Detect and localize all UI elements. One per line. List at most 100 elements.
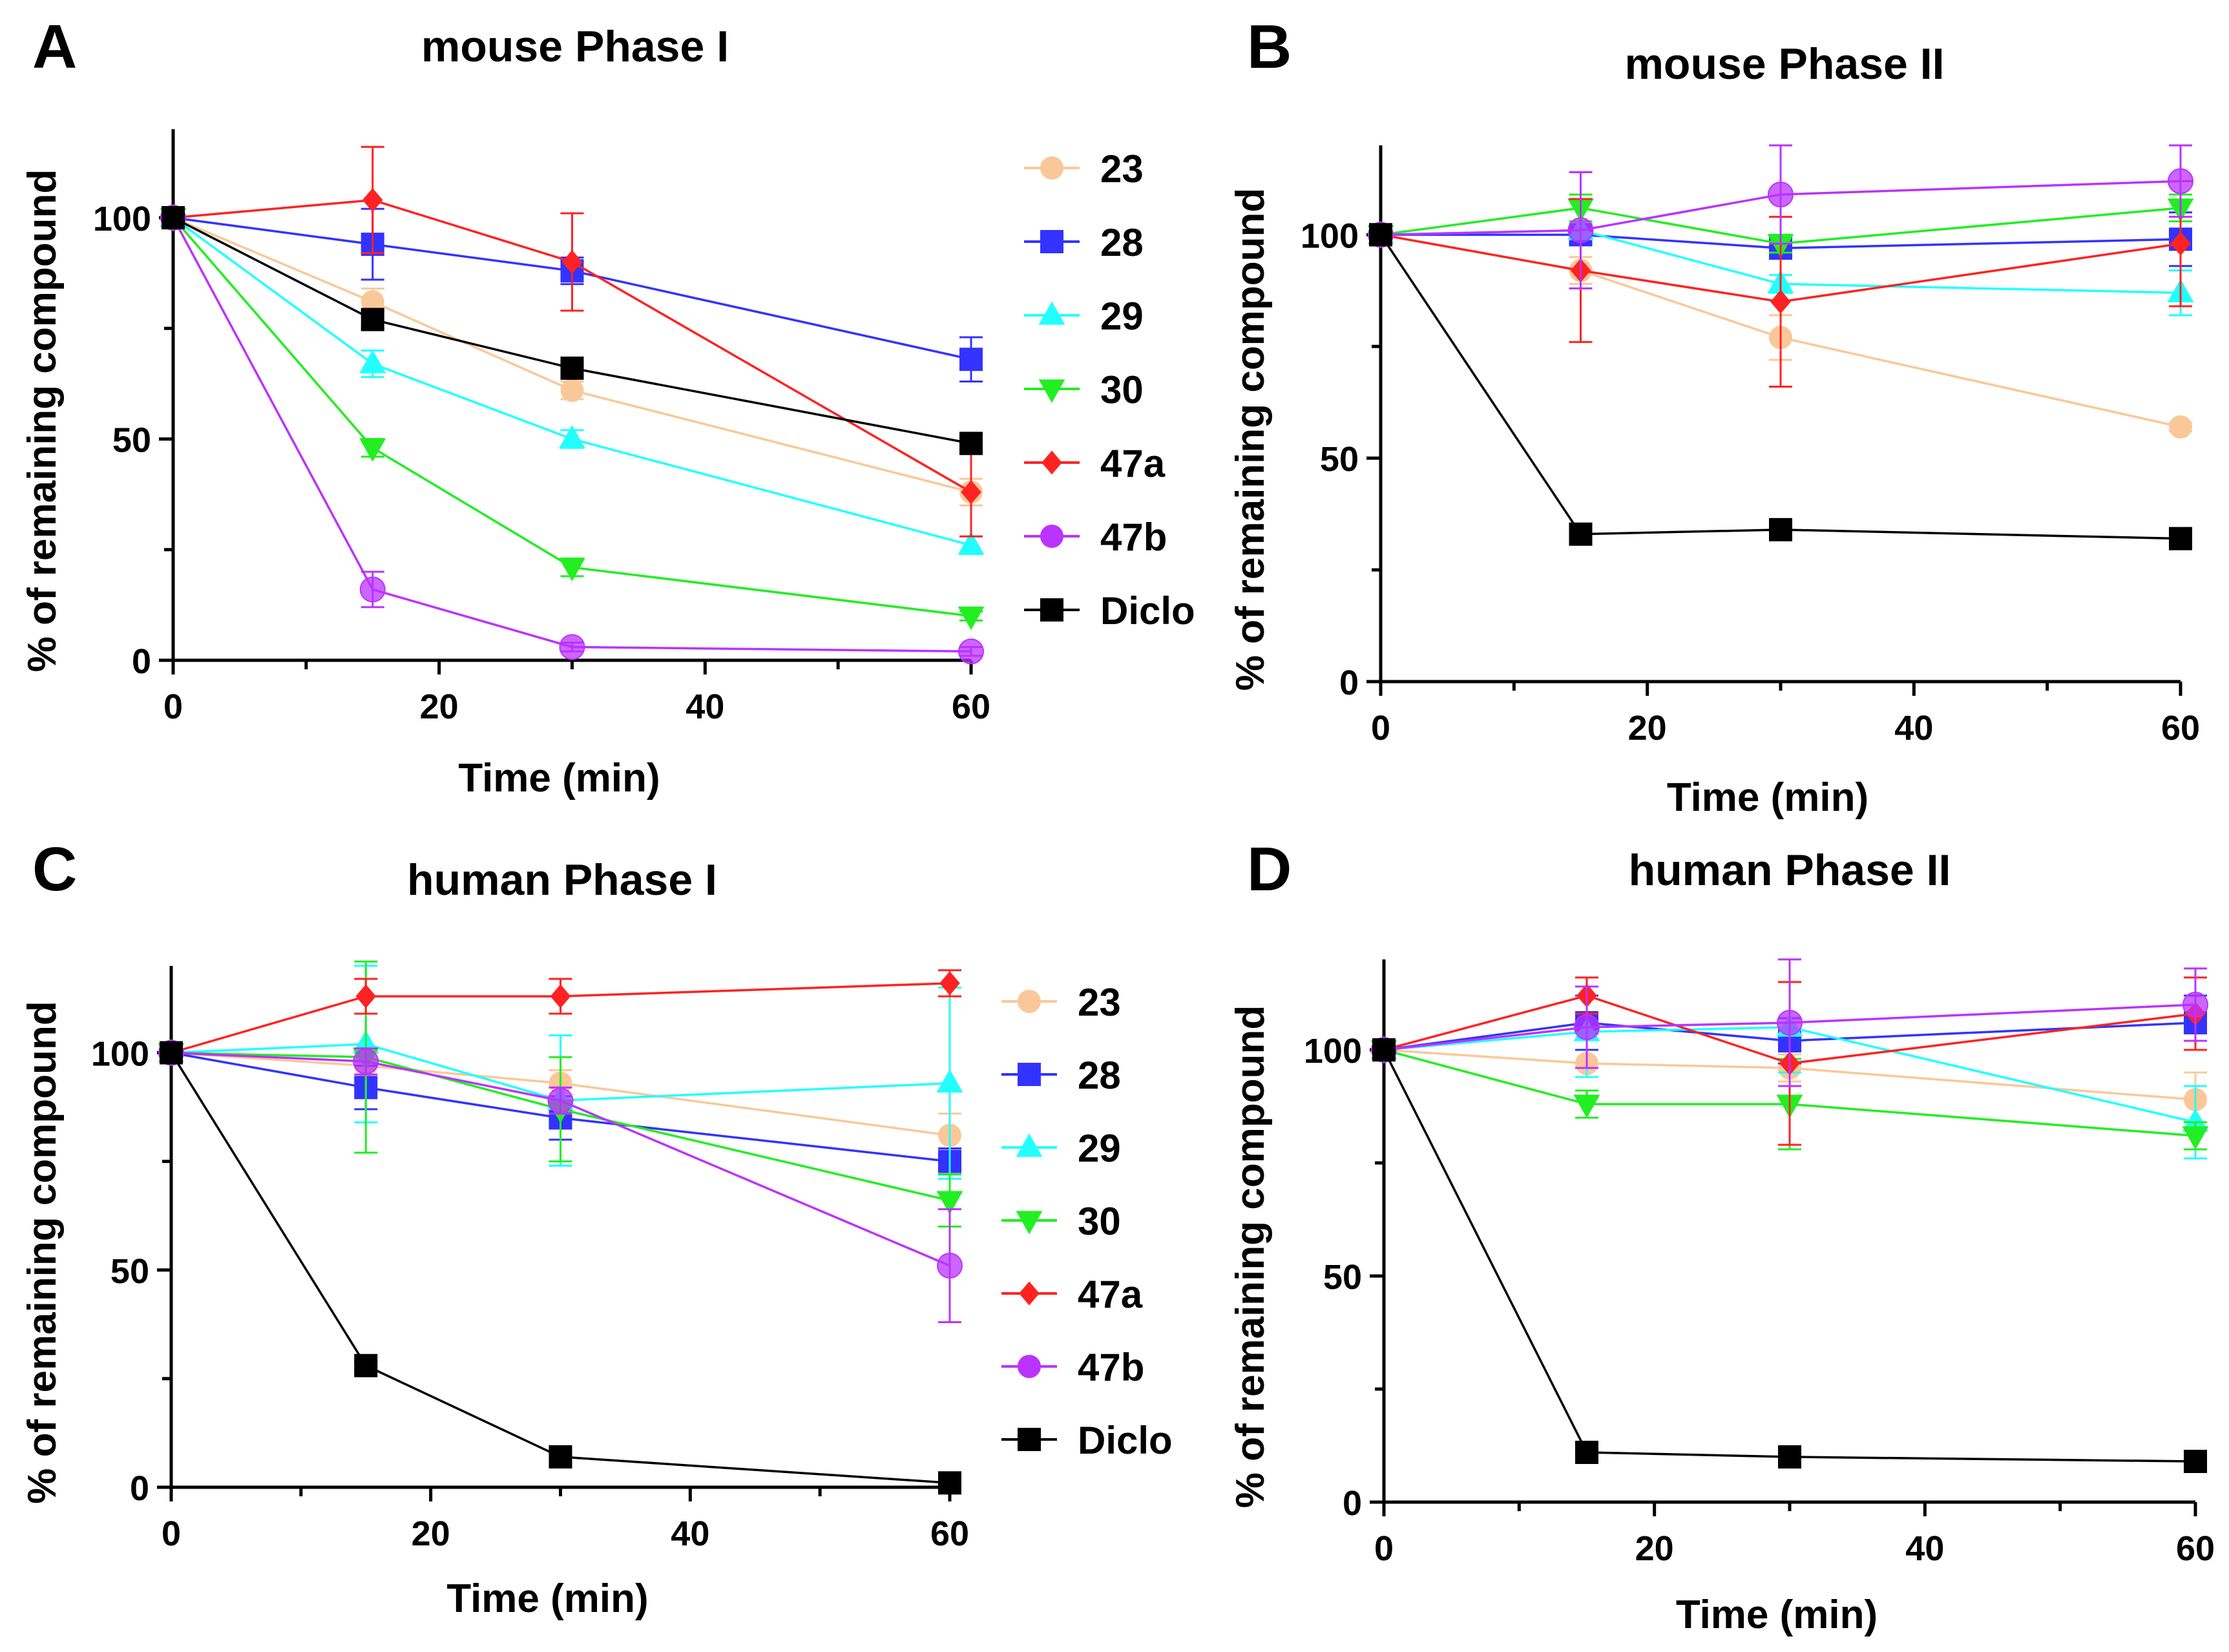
chart-title: mouse Phase I <box>421 22 729 71</box>
data-point <box>353 1048 379 1074</box>
legend-label: 28 <box>1078 1054 1121 1097</box>
legend: 23 28 29 30 47a 47b Diclo <box>1001 981 1173 1462</box>
legend-marker <box>1040 230 1063 253</box>
series-line <box>1380 207 2181 245</box>
data-point <box>1769 518 1792 541</box>
data-point <box>560 356 584 380</box>
data-point <box>1768 182 1794 208</box>
data-point <box>559 424 585 449</box>
data-point <box>961 480 981 505</box>
legend-marker <box>1041 450 1062 475</box>
panel-letter: D <box>1247 835 1292 904</box>
legend-item: Diclo <box>1024 589 1195 633</box>
chart-title: mouse Phase II <box>1624 39 1944 89</box>
series-line <box>171 1043 950 1102</box>
data-point <box>354 1354 378 1377</box>
y-axis-label: % of remaining compound <box>20 169 65 672</box>
panel-letter: C <box>32 835 77 904</box>
data-point <box>938 1471 961 1495</box>
series-diclo <box>1372 1038 2207 1473</box>
y-tick-label: 100 <box>93 200 151 238</box>
data-point <box>560 379 584 403</box>
data-point <box>939 971 960 996</box>
chart-title: human Phase II <box>1629 846 1951 895</box>
y-tick-label: 100 <box>91 1035 149 1074</box>
x-tick-label: 40 <box>671 1514 709 1553</box>
data-point <box>958 531 985 555</box>
data-point <box>359 438 386 462</box>
legend-marker <box>1018 990 1041 1013</box>
series-47a <box>161 969 961 1065</box>
legend-item: 23 <box>1024 147 1144 191</box>
data-point <box>2182 1126 2209 1150</box>
legend-item: 29 <box>1024 295 1144 338</box>
series-line <box>171 1051 950 1267</box>
y-tick-label: 50 <box>112 421 151 460</box>
data-point <box>550 984 571 1009</box>
legend-item: 47b <box>1001 1346 1144 1389</box>
data-point <box>959 348 983 371</box>
x-tick-label: 20 <box>420 687 459 726</box>
x-tick-label: 60 <box>2161 709 2200 748</box>
x-tick-label: 40 <box>685 687 724 726</box>
data-point <box>959 432 983 455</box>
data-point <box>1778 1445 1801 1469</box>
series-47b <box>1371 958 2208 1087</box>
data-point <box>160 1041 183 1065</box>
legend-marker <box>1038 301 1065 325</box>
y-tick-label: 100 <box>1304 1032 1362 1071</box>
legend-item: 47b <box>1024 516 1167 559</box>
series-line <box>171 1051 950 1163</box>
legend-label: 30 <box>1078 1200 1121 1243</box>
chart-title: human Phase I <box>407 855 717 904</box>
series-line <box>1383 1003 2196 1051</box>
legend-marker <box>1040 156 1063 180</box>
legend: 23 28 29 30 47a 47b Diclo <box>1024 147 1195 633</box>
data-point <box>359 350 386 373</box>
data-point <box>1369 223 1392 247</box>
legend-item: 28 <box>1024 221 1144 264</box>
x-tick-label: 60 <box>2176 1529 2215 1568</box>
x-tick-label: 40 <box>1894 709 1933 748</box>
data-point <box>936 1191 963 1215</box>
legend-item: Diclo <box>1001 1419 1173 1462</box>
legend-item: 23 <box>1001 981 1121 1024</box>
x-tick-label: 0 <box>1371 709 1390 748</box>
legend-label: Diclo <box>1078 1419 1173 1462</box>
data-point <box>549 1445 572 1469</box>
x-tick-label: 0 <box>1374 1529 1394 1568</box>
y-tick-label: 50 <box>1320 440 1359 479</box>
legend-label: 28 <box>1100 221 1144 264</box>
x-axis-label: Time (min) <box>446 1576 648 1621</box>
legend-marker <box>1018 1428 1041 1451</box>
x-axis-label: Time (min) <box>1676 1593 1878 1637</box>
data-point <box>1575 1441 1598 1464</box>
series-diclo <box>1369 223 2192 550</box>
data-point <box>2182 992 2208 1018</box>
series-line <box>1379 234 2181 540</box>
legend-label: 47a <box>1100 442 1166 485</box>
y-tick-label: 100 <box>1301 216 1359 255</box>
legend-marker <box>1016 1133 1043 1157</box>
x-tick-label: 20 <box>1635 1529 1674 1568</box>
legend-item: 29 <box>1001 1127 1121 1170</box>
y-axis-label: % of remaining compound <box>1228 1005 1273 1508</box>
series-line <box>173 216 972 361</box>
y-tick-label: 0 <box>132 642 151 681</box>
data-point <box>1573 1094 1600 1118</box>
legend-label: Diclo <box>1100 589 1195 633</box>
series-line <box>173 198 972 494</box>
series-diclo <box>160 1041 961 1495</box>
series-line <box>171 982 950 1054</box>
y-tick-label: 0 <box>130 1469 149 1508</box>
x-tick-label: 60 <box>930 1514 969 1553</box>
series-line <box>173 216 972 445</box>
data-point <box>2169 415 2192 439</box>
data-point <box>1770 289 1791 314</box>
data-point <box>1567 217 1594 244</box>
y-tick-label: 50 <box>110 1252 149 1291</box>
legend-marker <box>1018 1355 1041 1378</box>
